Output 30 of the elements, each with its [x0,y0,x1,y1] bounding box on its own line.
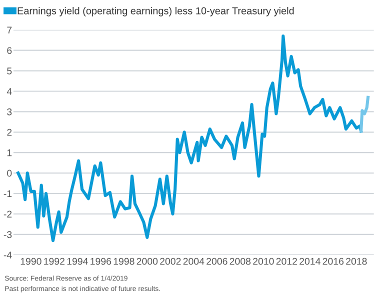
y-tick-label: -4 [4,252,12,258]
legend-label: Earnings yield (operating earnings) less 10-year Treasury yield [18,7,294,16]
x-tick-label: 2016 [322,258,344,265]
x-tick-label: 1998 [114,258,134,265]
y-tick-label: 7 [7,26,12,34]
x-tick-label: 2000 [136,258,158,265]
y-tick-label: 2 [7,128,12,136]
x-tick-label: 1996 [90,258,112,265]
x-tick-label: 2002 [160,258,181,265]
x-tick-label: 2008 [230,258,251,265]
x-tick-label: 2018 [346,258,367,265]
y-tick-label: 0 [7,170,12,177]
y-tick-label: 5 [7,68,12,74]
x-tick-label: 2014 [300,258,320,265]
y-tick-label: -2 [4,210,12,218]
y-tick-label: -3 [4,231,12,238]
x-tick-label: 2012 [276,258,297,265]
x-tick-label: 1992 [44,258,64,265]
x-tick-label: 2004 [183,258,204,265]
y-tick-label: -1 [4,190,12,198]
x-tick-label: 2010 [253,258,274,265]
line-series [16,34,363,242]
line-series [360,96,370,133]
y-tick-label: 6 [7,47,12,54]
y-tick-label: 3 [7,108,12,116]
x-tick-label: 1990 [20,258,42,265]
x-tick-label: 2006 [206,258,228,265]
y-tick-label: 1 [7,149,12,156]
x-tick-label: 1994 [67,258,88,265]
y-tick-label: 4 [6,88,12,95]
